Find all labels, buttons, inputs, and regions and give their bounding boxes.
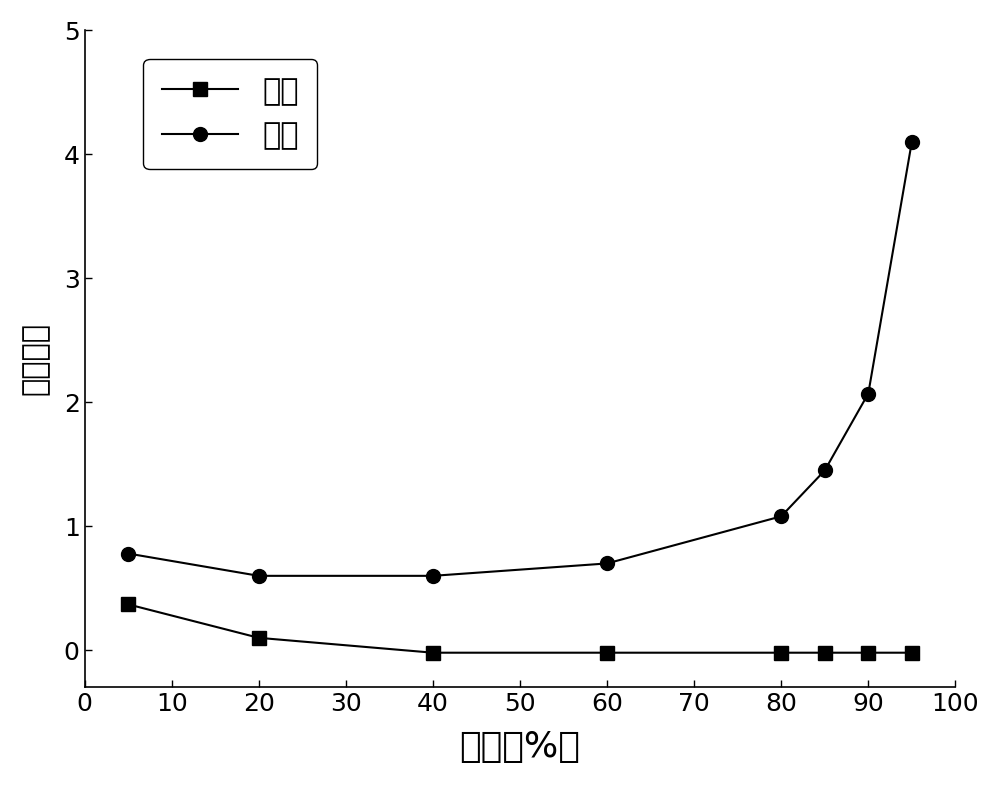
甲苯 bbox=[253, 633, 265, 643]
甲苯 bbox=[775, 648, 787, 657]
X-axis label: 乙腕（%）: 乙腕（%） bbox=[460, 730, 580, 764]
硫脲 bbox=[601, 559, 613, 568]
甲苯 bbox=[819, 648, 831, 657]
硫脲 bbox=[775, 512, 787, 521]
硫脲 bbox=[819, 466, 831, 475]
Line: 甲苯: 甲苯 bbox=[121, 597, 919, 659]
甲苯 bbox=[862, 648, 874, 657]
硫脲 bbox=[253, 571, 265, 581]
硫脲 bbox=[122, 549, 134, 558]
Y-axis label: 保留因子: 保留因子 bbox=[21, 323, 50, 396]
甲苯 bbox=[122, 600, 134, 609]
Legend: 甲苯, 硫脲: 甲苯, 硫脲 bbox=[143, 59, 317, 169]
Line: 硫脲: 硫脲 bbox=[121, 135, 919, 582]
甲苯 bbox=[601, 648, 613, 657]
硫脲 bbox=[862, 389, 874, 398]
甲苯 bbox=[906, 648, 918, 657]
硫脲 bbox=[906, 137, 918, 147]
硫脲 bbox=[427, 571, 439, 581]
甲苯 bbox=[427, 648, 439, 657]
